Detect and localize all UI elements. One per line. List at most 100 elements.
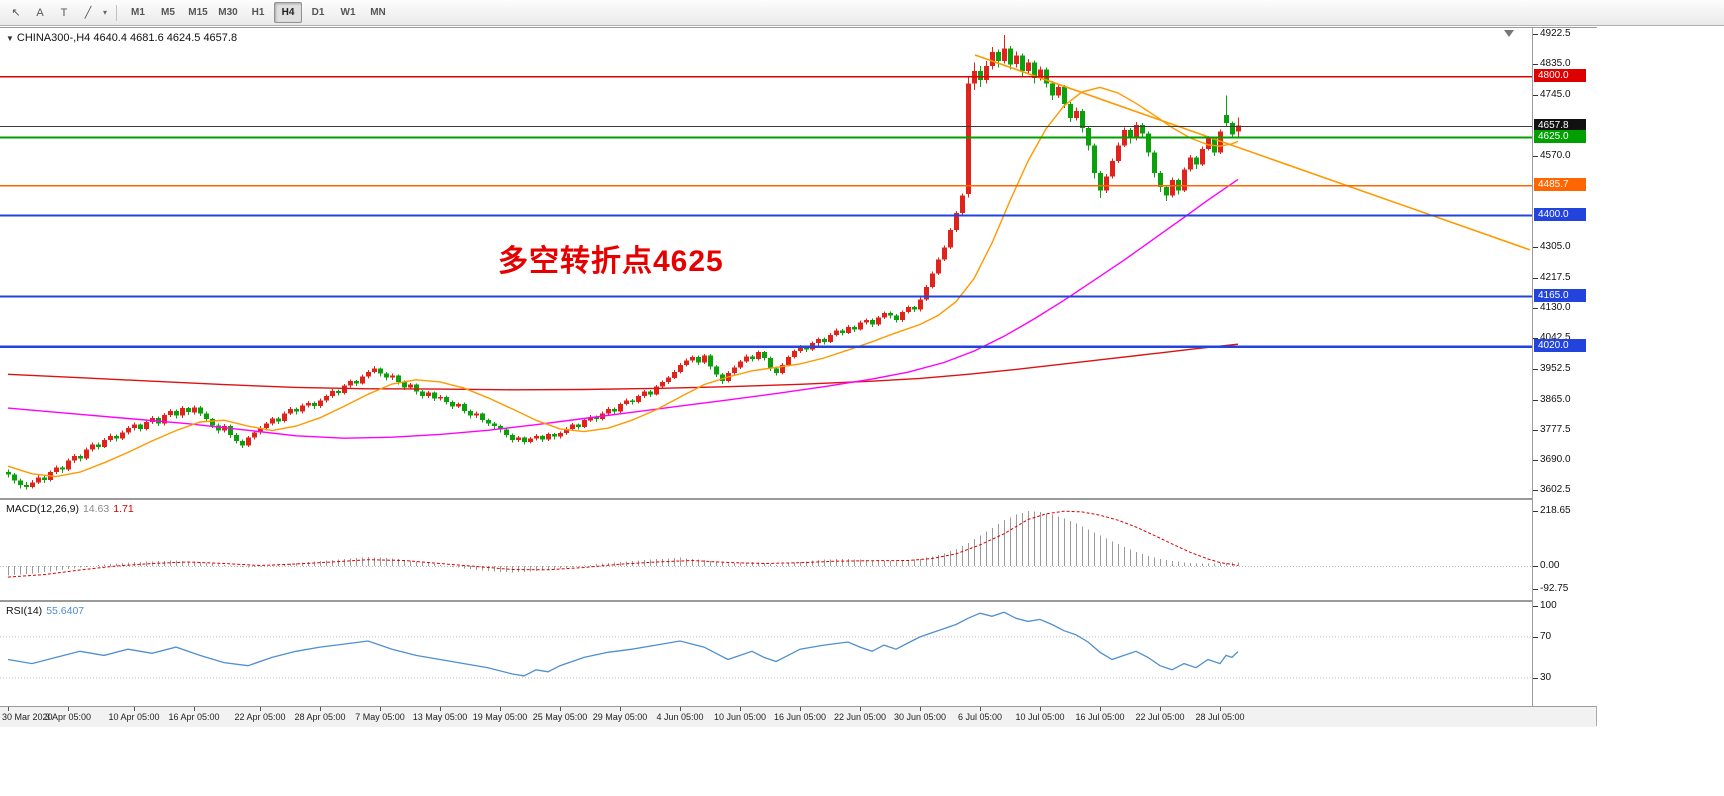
axis-tick-mark xyxy=(1533,369,1538,370)
time-tick-mark xyxy=(260,707,261,711)
price-tick-label: 4570.0 xyxy=(1540,150,1571,161)
price-chart-canvas[interactable] xyxy=(0,28,1532,498)
timeframe-button-M15[interactable]: M15 xyxy=(188,7,208,18)
price-line-label: 4625.0 xyxy=(1534,130,1586,143)
axis-tick-mark xyxy=(1533,511,1538,512)
price-tick-label: 4922.5 xyxy=(1540,28,1571,39)
timeframe-button-W1[interactable]: W1 xyxy=(340,7,356,18)
price-axis[interactable]: 4922.5 4835.0 4745.0 4570.0 4305.0 4217.5 4130… xyxy=(1532,28,1597,706)
price-tick-label: 3865.0 xyxy=(1540,394,1571,405)
price-tick-label: 4217.5 xyxy=(1540,272,1571,283)
time-tick-mark xyxy=(980,707,981,711)
time-label: 16 Apr 05:00 xyxy=(168,712,220,722)
time-label: 13 May 05:00 xyxy=(412,712,468,722)
time-tick-mark xyxy=(380,707,381,711)
time-tick-mark xyxy=(560,707,561,711)
time-label: 16 Jun 05:00 xyxy=(773,712,827,722)
top-toolbar: ↖ A T ╱ ▾ M1 M5 M15 M30 H1 H4 D1 W1 MN xyxy=(0,0,1724,26)
price-line-label: 4400.0 xyxy=(1534,208,1586,221)
time-tick-mark xyxy=(620,707,621,711)
trendline-tool-icon[interactable]: ╱ xyxy=(84,7,92,19)
chart-tools-group: ↖ A T ╱ xyxy=(4,2,100,24)
timeframe-button-H1[interactable]: H1 xyxy=(251,7,265,18)
time-tick-mark xyxy=(920,707,921,711)
price-line-label: 4020.0 xyxy=(1534,339,1586,352)
rsi-canvas[interactable] xyxy=(0,602,1532,706)
time-tick-mark xyxy=(440,707,441,711)
macd-label: MACD(12,26,9) 14.63 1.71 xyxy=(6,503,134,515)
chart-window: ▼ CHINA300-,H4 4640.4 4681.6 4624.5 4657.… xyxy=(0,27,1597,727)
axis-tick-mark xyxy=(1533,400,1538,401)
time-tick-mark xyxy=(194,707,195,711)
time-label: 10 Jul 05:00 xyxy=(1015,712,1065,722)
timeframe-button-M5[interactable]: M5 xyxy=(161,7,175,18)
axis-tick-mark xyxy=(1533,460,1538,461)
axis-tick-mark xyxy=(1533,430,1538,431)
timeframe-button-MN[interactable]: MN xyxy=(370,7,386,18)
text-tool-icon[interactable]: T xyxy=(60,6,68,19)
time-tick-mark xyxy=(8,707,9,711)
panel-splitter[interactable] xyxy=(0,498,1596,500)
time-label: 30 Jun 05:00 xyxy=(893,712,947,722)
axis-tick-mark xyxy=(1533,637,1538,638)
time-tick-mark xyxy=(1100,707,1101,711)
text-annotation[interactable]: 多空转折点4625 xyxy=(498,245,724,278)
price-tick-label: 3602.5 xyxy=(1540,484,1571,495)
timeframe-button-M30[interactable]: M30 xyxy=(218,7,238,18)
time-tick-mark xyxy=(1040,707,1041,711)
time-label: 28 Jul 05:00 xyxy=(1195,712,1245,722)
rsi-value: 55.6407 xyxy=(46,605,85,617)
time-tick-mark xyxy=(800,707,801,711)
time-axis[interactable]: 30 Mar 2020 3 Apr 05:00 10 Apr 05:00 16 Apr… xyxy=(0,706,1596,727)
axis-tick-mark xyxy=(1533,308,1538,309)
rsi-panel[interactable]: RSI(14) 55.6407 xyxy=(0,602,1532,706)
time-label: 30 Mar 2020 xyxy=(2,712,53,722)
axis-tick-mark xyxy=(1533,589,1538,590)
price-tick-label: 3952.5 xyxy=(1540,363,1571,374)
price-line-label: 4165.0 xyxy=(1534,289,1586,302)
panel-splitter[interactable] xyxy=(0,600,1596,602)
time-tick-mark xyxy=(860,707,861,711)
price-line-label: 4800.0 xyxy=(1534,69,1586,82)
time-tick-mark xyxy=(68,707,69,711)
tools-dropdown-caret[interactable]: ▾ xyxy=(102,8,107,17)
time-label: 25 May 05:00 xyxy=(532,712,588,722)
price-tick-label: 3777.5 xyxy=(1540,424,1571,435)
price-tick-label: 4745.0 xyxy=(1540,89,1571,100)
axis-tick-mark xyxy=(1533,64,1538,65)
rsi-tick-label: 70 xyxy=(1540,631,1552,642)
timeframe-button-D1[interactable]: D1 xyxy=(311,7,325,18)
macd-panel[interactable]: MACD(12,26,9) 14.63 1.71 xyxy=(0,500,1532,600)
toolbar-separator xyxy=(116,4,117,21)
macd-tick-label: -92.75 xyxy=(1540,583,1569,594)
timeframe-button-H4[interactable]: H4 xyxy=(274,2,302,23)
price-line-label: 4657.8 xyxy=(1534,119,1586,132)
time-label: 22 Jun 05:00 xyxy=(833,712,887,722)
timeframe-button-M1[interactable]: M1 xyxy=(131,7,145,18)
symbol-ohlc-label: ▼ CHINA300-,H4 4640.4 4681.6 4624.5 4657.… xyxy=(6,32,238,44)
time-label: 22 Jul 05:00 xyxy=(1135,712,1185,722)
macd-signal-value: 1.71 xyxy=(113,503,134,515)
time-tick-mark xyxy=(134,707,135,711)
chart-shift-marker[interactable] xyxy=(1504,30,1514,37)
axis-tick-mark xyxy=(1533,678,1538,679)
cursor-tool-icon[interactable]: ↖ xyxy=(11,7,21,19)
axis-tick-mark xyxy=(1533,247,1538,248)
time-label: 7 May 05:00 xyxy=(355,712,405,722)
axis-tick-mark xyxy=(1533,278,1538,279)
main-chart-panel[interactable]: ▼ CHINA300-,H4 4640.4 4681.6 4624.5 4657.… xyxy=(0,28,1532,498)
axis-tick-mark xyxy=(1533,566,1538,567)
axis-tick-mark xyxy=(1533,34,1538,35)
price-tick-label: 4305.0 xyxy=(1540,241,1571,252)
macd-tick-label: 218.65 xyxy=(1540,505,1571,516)
font-a-tool-icon[interactable]: A xyxy=(36,6,44,19)
price-tick-label: 4835.0 xyxy=(1540,58,1571,69)
macd-canvas[interactable] xyxy=(0,500,1532,600)
time-tick-mark xyxy=(320,707,321,711)
time-label: 6 Jul 05:00 xyxy=(957,712,1003,722)
timeframe-group: M1 M5 M15 M30 H1 H4 D1 W1 MN xyxy=(123,2,393,23)
rsi-tick-label: 30 xyxy=(1540,672,1552,683)
time-tick-mark xyxy=(740,707,741,711)
time-label: 3 Apr 05:00 xyxy=(44,712,92,722)
axis-tick-mark xyxy=(1533,156,1538,157)
